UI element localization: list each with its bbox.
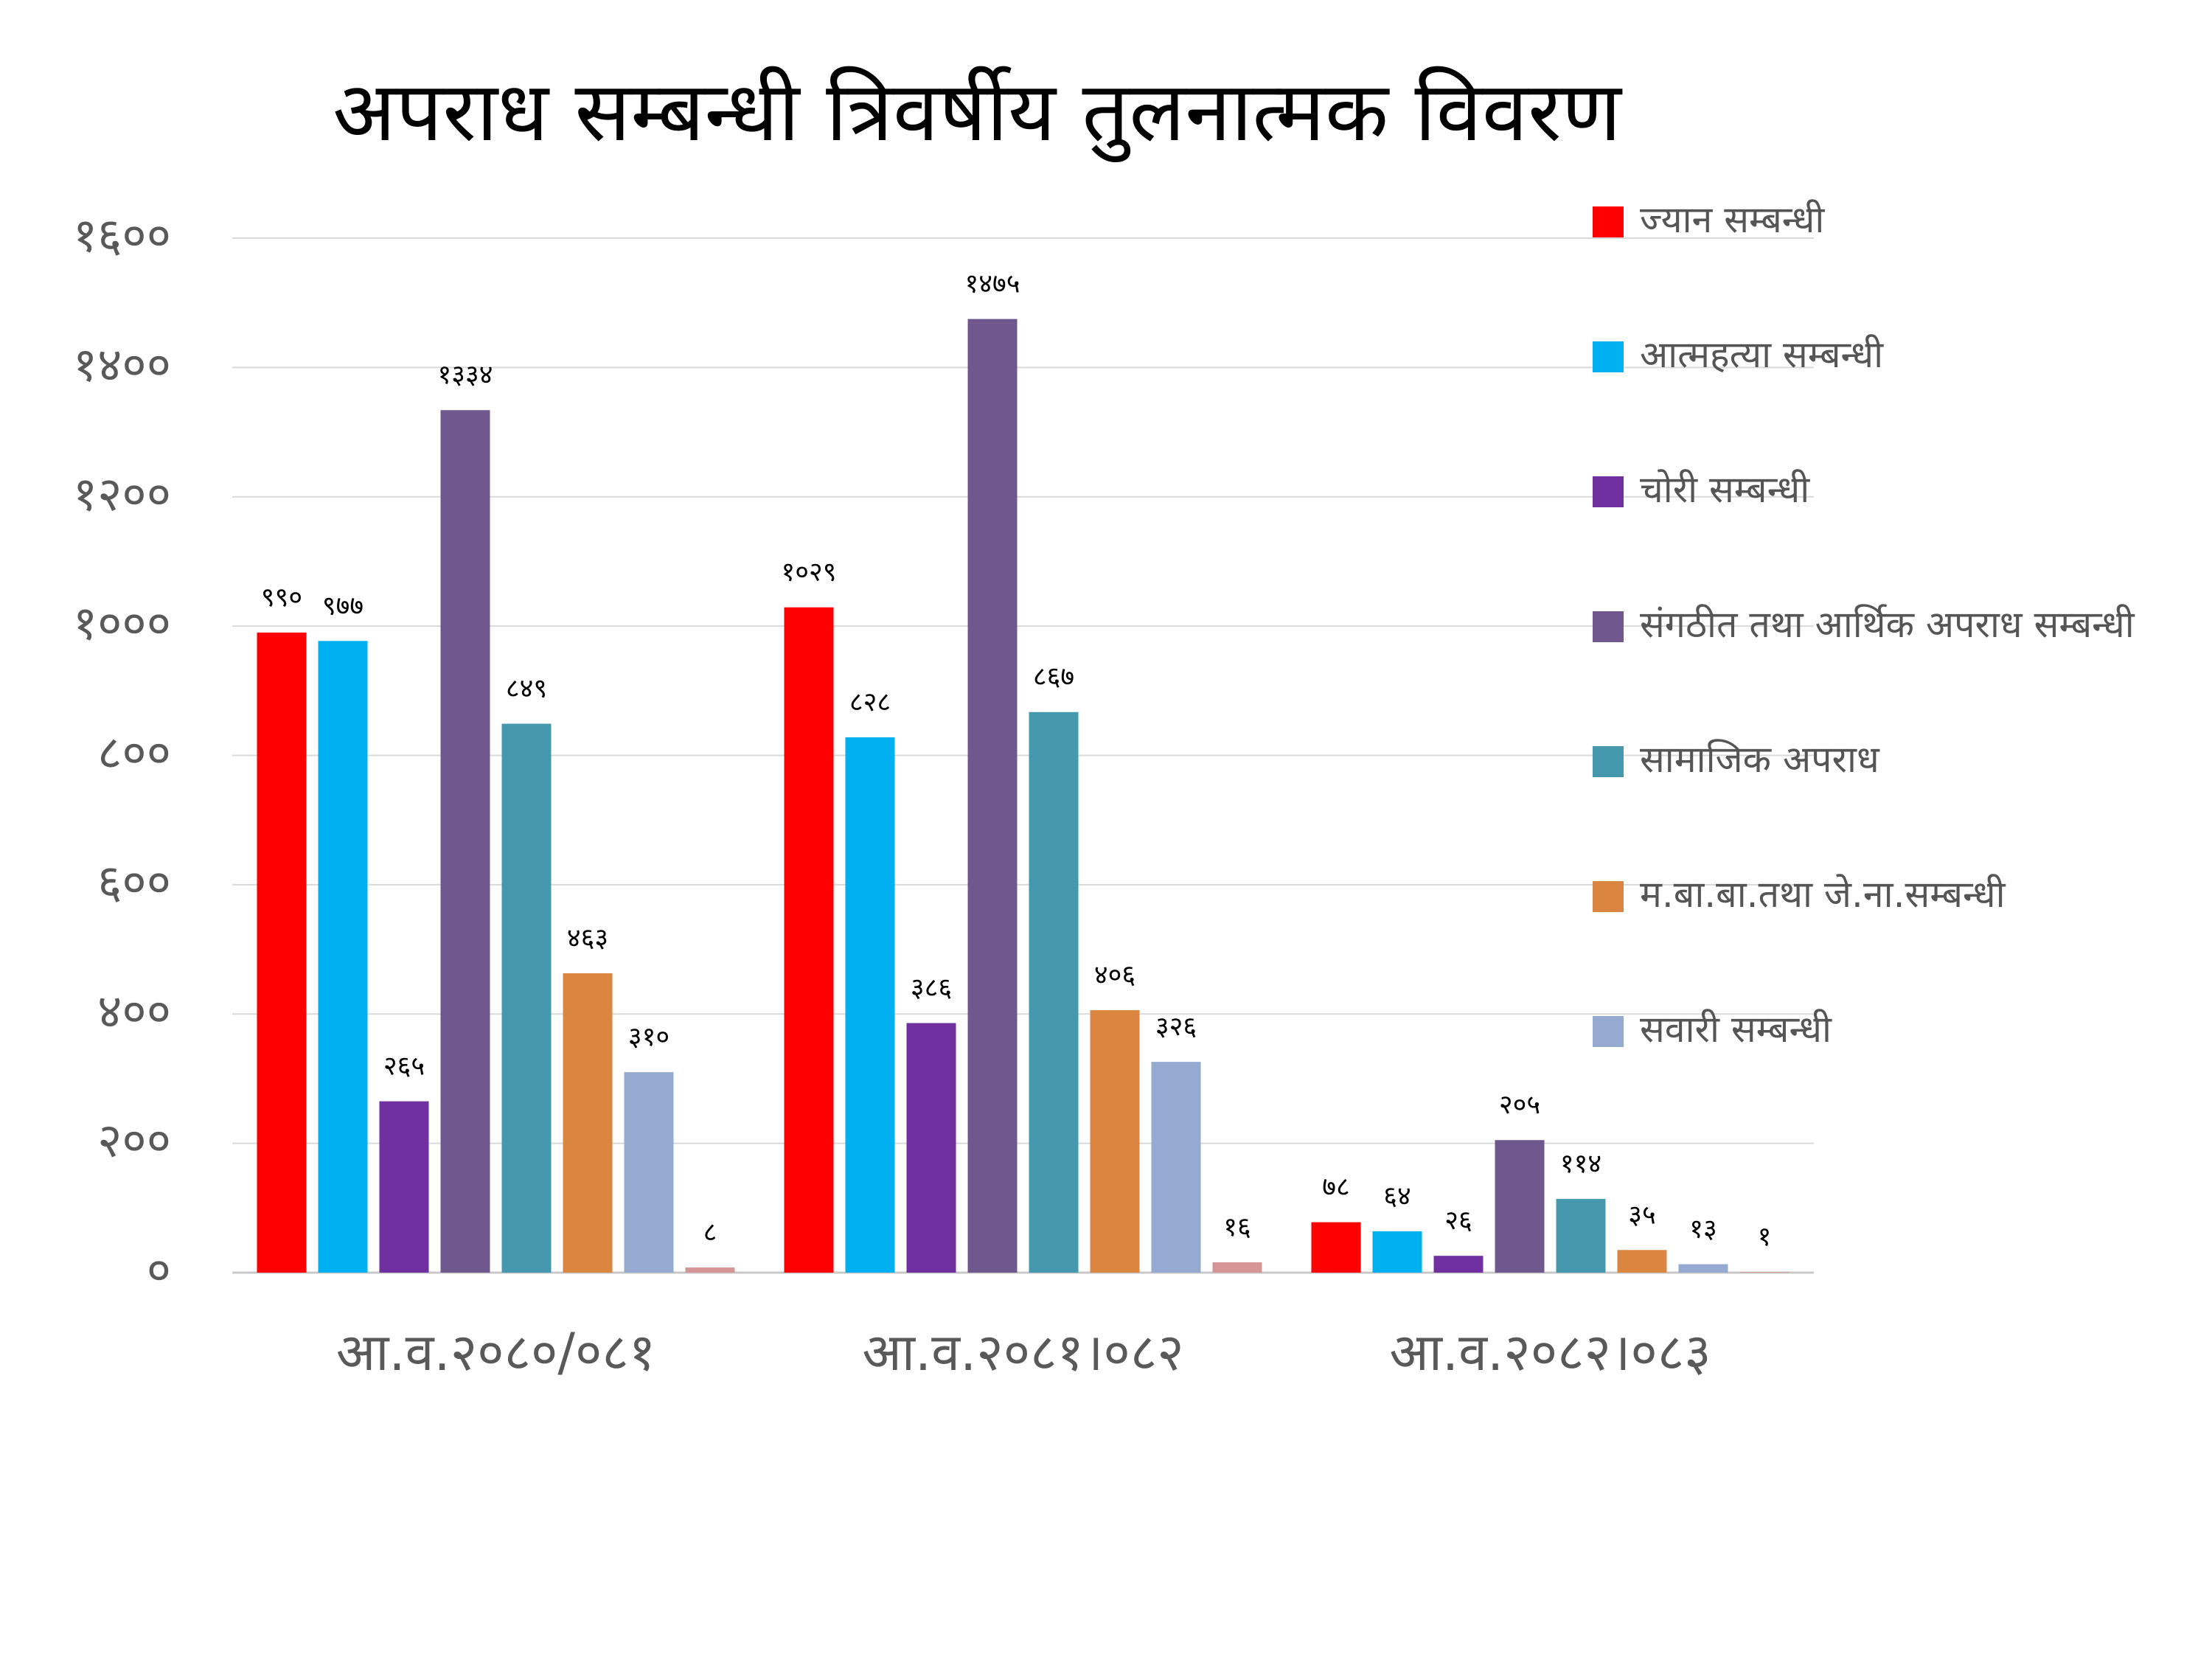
bar <box>1151 1062 1201 1273</box>
bar <box>685 1267 735 1273</box>
legend-swatch <box>1593 476 1624 507</box>
bar <box>1678 1264 1728 1273</box>
legend-item: सामाजिक अपराध <box>1593 724 2156 795</box>
x-tick-label: आ.व.२०८२।०८३ <box>1389 1322 1711 1382</box>
y-tick-label: ० <box>147 1243 171 1298</box>
data-label: ११४ <box>1560 1149 1601 1179</box>
data-label: ३२६ <box>1155 1012 1197 1042</box>
chart-title: अपराध सम्बन्धी त्रिवर्षीय तुलनात्मक विवर… <box>333 64 1621 160</box>
y-tick-label: १२०० <box>73 467 171 522</box>
legend-label: आत्महत्या सम्बन्धी <box>1640 333 1884 376</box>
y-tick-label: ८०० <box>97 726 171 781</box>
legend-swatch <box>1593 341 1624 372</box>
legend-swatch <box>1593 1016 1624 1047</box>
bar <box>379 1101 429 1273</box>
x-tick-label: आ.व.२०८१।०८२ <box>862 1322 1183 1382</box>
bar <box>563 973 613 1273</box>
bar <box>1090 1009 1140 1273</box>
data-label: ८ <box>703 1217 717 1248</box>
y-tick-label: २०० <box>97 1114 171 1169</box>
legend-item: आत्महत्या सम्बन्धी <box>1593 319 2156 390</box>
legend-swatch <box>1593 881 1624 912</box>
bar <box>1372 1231 1422 1273</box>
data-label: ९९० <box>261 582 302 613</box>
legend-label: सामाजिक अपराध <box>1640 738 1879 781</box>
data-label: ७८ <box>1322 1172 1349 1203</box>
data-label: ८६७ <box>1033 662 1074 692</box>
y-tick-label: ६०० <box>97 855 171 910</box>
gridlines <box>232 237 1814 1274</box>
data-label: २६५ <box>383 1051 425 1082</box>
legend-item: ज्यान सम्बन्धी <box>1593 184 2156 255</box>
data-label: १ <box>1758 1222 1772 1252</box>
bar <box>318 641 368 1273</box>
data-label: ६४ <box>1383 1181 1411 1211</box>
legend-label: संगठीत तथा आर्थिक अपराध सम्बन्धी <box>1640 603 2135 646</box>
bar <box>257 632 307 1273</box>
legend-swatch <box>1593 206 1624 237</box>
legend-label: ज्यान सम्बन्धी <box>1640 198 1825 241</box>
data-label: १३ <box>1689 1214 1717 1245</box>
legend-label: म.बा.बा.तथा जे.ना.सम्बन्धी <box>1640 873 2006 916</box>
bar <box>624 1072 674 1273</box>
data-label: ८२८ <box>849 687 891 717</box>
bar <box>784 607 834 1273</box>
data-label: २६ <box>1444 1206 1472 1236</box>
data-label: ४६३ <box>567 923 608 953</box>
data-label: १४७५ <box>965 269 1020 299</box>
legend-item: संगठीत तथा आर्थिक अपराध सम्बन्धी <box>1593 589 2156 660</box>
bar <box>845 737 895 1273</box>
bars <box>257 319 1790 1273</box>
data-label: ३८६ <box>911 973 952 1004</box>
data-label: ४०६ <box>1094 960 1135 990</box>
bar <box>1617 1250 1667 1273</box>
legend-swatch <box>1593 746 1624 777</box>
bar <box>1556 1199 1606 1273</box>
y-tick-label: १४०० <box>73 338 171 392</box>
data-label: १६ <box>1223 1212 1251 1242</box>
data-labels: ९९० ९७७ २६५ १३३४ ८४९ ४६३ ३१० ८ १०२९ ८२८ ३८६ १४७५ ८६७… <box>261 269 1771 1253</box>
bar <box>1433 1256 1484 1273</box>
data-label: ८४९ <box>506 674 547 704</box>
legend-label: सवारी सम्बन्धी <box>1640 1008 1832 1051</box>
data-label: ३१० <box>628 1022 669 1052</box>
data-label: २०५ <box>1499 1090 1540 1120</box>
bar <box>440 410 490 1273</box>
legend-swatch <box>1593 611 1624 642</box>
legend-item: सवारी सम्बन्धी <box>1593 994 2156 1065</box>
bar <box>967 319 1018 1273</box>
data-label: १३३४ <box>438 360 493 390</box>
bar <box>906 1023 956 1273</box>
legend-label: चोरी सम्बन्धी <box>1640 468 1810 511</box>
bar <box>501 723 552 1273</box>
bar <box>1029 712 1079 1273</box>
bar <box>1495 1140 1545 1273</box>
y-tick-label: ४०० <box>97 984 171 1039</box>
y-tick-label: १००० <box>73 597 171 651</box>
bar <box>1311 1222 1361 1273</box>
legend-item: चोरी सम्बन्धी <box>1593 454 2156 525</box>
bar <box>1739 1272 1790 1273</box>
data-label: ९७७ <box>322 591 364 621</box>
legend-item: म.बा.बा.तथा जे.ना.सम्बन्धी <box>1593 859 2156 930</box>
x-tick-label: आ.व.२०८०/०८१ <box>336 1322 655 1382</box>
y-tick-label: १६०० <box>73 209 171 263</box>
data-label: ३५ <box>1628 1200 1655 1230</box>
x-axis-ticks: आ.व.२०८०/०८१ आ.व.२०८१।०८२ आ.व.२०८२।०८३ <box>336 1322 1711 1382</box>
y-axis-ticks: ० २०० ४०० ६०० ८०० १००० १२०० १४०० १६०० <box>73 209 171 1298</box>
bar <box>1212 1262 1262 1273</box>
data-label: १०२९ <box>782 557 837 588</box>
